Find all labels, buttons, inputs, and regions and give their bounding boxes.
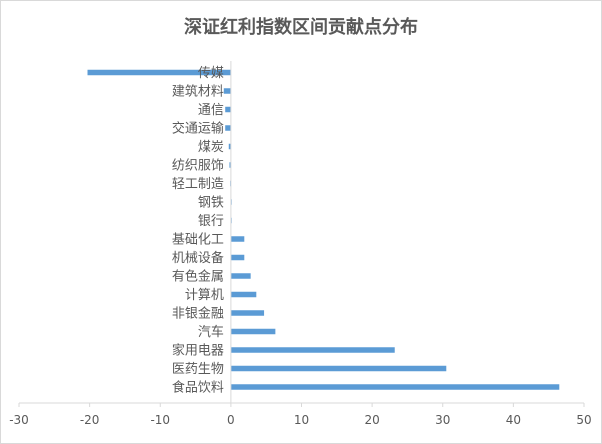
category-label: 食品饮料 <box>172 380 224 396</box>
category-label: 纺织服饰 <box>172 159 224 174</box>
x-tick-label: 50 <box>576 413 591 427</box>
bar-交通运输 <box>225 125 231 131</box>
chart-title: 深证红利指数区间贡献点分布 <box>184 17 418 38</box>
category-label: 机械设备 <box>172 250 224 266</box>
category-label: 传媒 <box>198 66 224 81</box>
x-tick-label: 10 <box>294 413 309 427</box>
bar-建筑材料 <box>223 88 231 94</box>
bar-计算机 <box>230 291 257 298</box>
bar-非银金融 <box>230 310 265 316</box>
bar-家用电器 <box>230 347 395 353</box>
category-label: 医药生物 <box>172 362 224 377</box>
bar-基础化工 <box>230 236 245 242</box>
category-labels: 传媒建筑材料通信交通运输煤炭纺织服饰轻工制造钢铁银行基础化工机械设备有色金属计算… <box>172 66 224 396</box>
category-label: 银行 <box>198 214 224 229</box>
category-label: 计算机 <box>185 288 224 303</box>
category-label: 钢铁 <box>198 196 224 211</box>
x-tick-label: 0 <box>227 413 235 427</box>
x-tick-label: 30 <box>435 413 450 427</box>
bar-汽车 <box>230 328 276 335</box>
category-label: 家用电器 <box>172 343 224 359</box>
category-label: 非银金融 <box>172 306 224 322</box>
tick-labels: -30 -20 -10 0 10 20 30 40 50 <box>9 413 591 427</box>
bar-机械设备 <box>230 254 245 261</box>
category-label: 通信 <box>198 103 224 118</box>
bar-医药生物 <box>230 365 447 372</box>
x-tick-label: 20 <box>364 413 379 427</box>
axis-layer <box>18 61 585 407</box>
bar-煤炭 <box>228 143 231 150</box>
x-tick-label: 40 <box>506 413 521 427</box>
x-tick-label: -30 <box>9 413 29 427</box>
bar-食品饮料 <box>230 384 560 390</box>
category-label: 汽车 <box>198 324 224 340</box>
category-label: 煤炭 <box>198 140 224 155</box>
bars-layer <box>87 69 560 390</box>
category-label: 轻工制造 <box>172 177 224 192</box>
category-label: 交通运输 <box>172 121 224 137</box>
category-label: 建筑材料 <box>172 84 224 100</box>
bar-通信 <box>225 106 231 113</box>
x-tick-label: -10 <box>150 413 170 427</box>
category-label: 基础化工 <box>172 233 224 248</box>
x-tick-label: -20 <box>80 413 100 427</box>
bar-纺织服饰 <box>229 162 231 168</box>
bar-传媒 <box>87 69 231 76</box>
bar-有色金属 <box>230 273 251 279</box>
category-label: 有色金属 <box>172 269 224 285</box>
